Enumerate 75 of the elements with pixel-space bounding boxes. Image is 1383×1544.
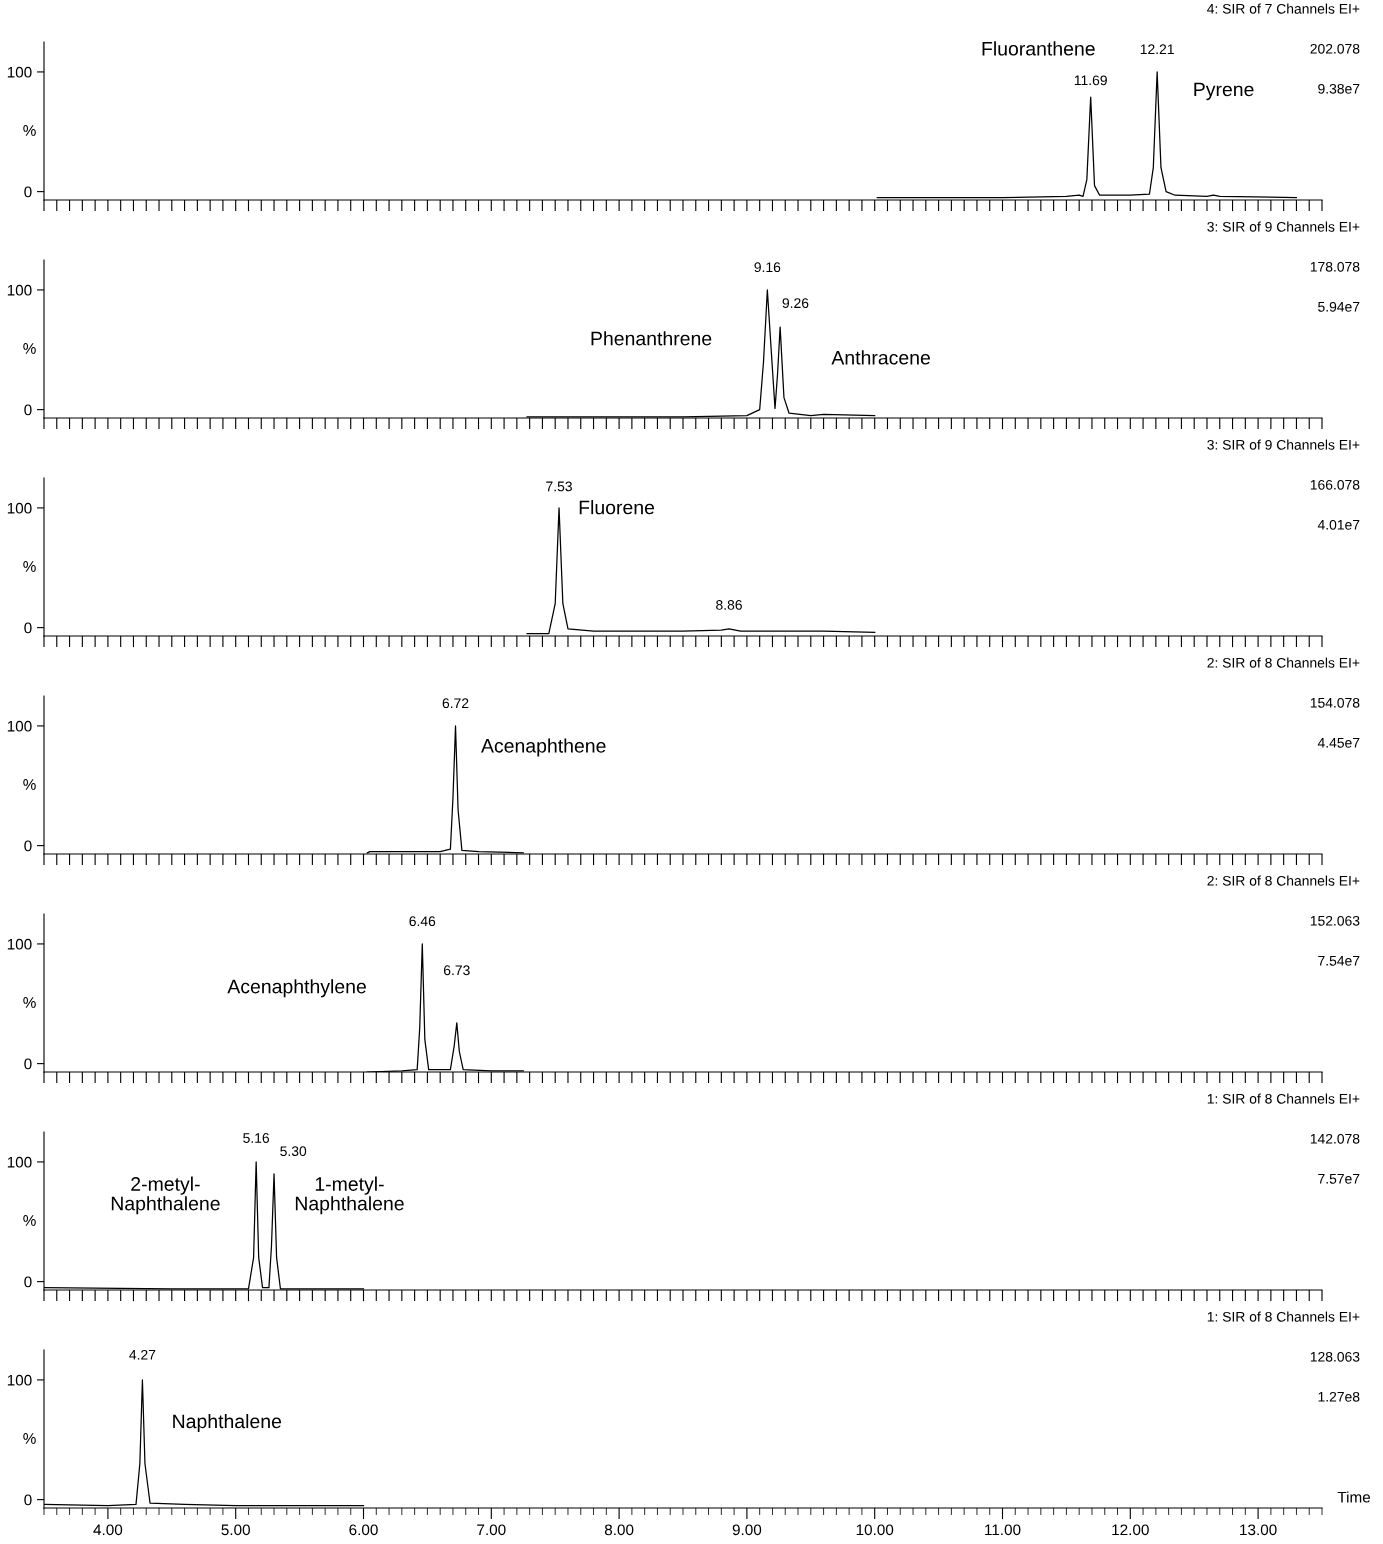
y-axis-title: % xyxy=(23,1215,36,1226)
text: 4: SIR of 7 Channels EI+ xyxy=(1207,3,1360,14)
annotation: 4.27 xyxy=(129,1349,156,1360)
annotation: 11.69 xyxy=(1074,75,1107,86)
y-axis-title: % xyxy=(23,561,36,572)
x-axis-title: Time xyxy=(1337,1491,1371,1503)
y-tick-label: 100 xyxy=(7,938,32,950)
annotation: 9.26 xyxy=(782,298,809,309)
annotation: Anthracene xyxy=(831,350,930,365)
text: 1: SIR of 8 Channels EI+ xyxy=(1207,1311,1360,1322)
y-tick-label: 0 xyxy=(24,1058,32,1070)
annotation: 202.078 xyxy=(1310,43,1360,54)
annotation: 8.86 xyxy=(716,599,742,610)
x-tick-label: 10.00 xyxy=(856,1524,894,1536)
y-tick-label: 100 xyxy=(7,1156,32,1168)
x-tick-label: 11.00 xyxy=(985,1524,1021,1536)
annotation: 7.53 xyxy=(546,481,572,492)
annotation: 7.54e7 xyxy=(1318,956,1360,966)
x-tick-label: 8.00 xyxy=(604,1524,634,1536)
annotation: 1-metyl- Naphthalene xyxy=(295,1176,404,1215)
y-tick-label: 100 xyxy=(7,1374,32,1386)
annotation: 5.94e7 xyxy=(1318,301,1360,312)
annotation: 12.21 xyxy=(1140,44,1174,54)
y-axis-title: % xyxy=(23,779,36,790)
text: 3: SIR of 9 Channels EI+ xyxy=(1207,221,1360,232)
annotation: Phenanthrene xyxy=(591,331,712,346)
annotation: 5.16 xyxy=(243,1133,270,1143)
y-tick-label: 0 xyxy=(24,186,32,198)
annotation: 6.72 xyxy=(442,698,469,709)
x-tick-label: 5.00 xyxy=(221,1524,250,1536)
annotation: 9.16 xyxy=(754,262,781,273)
x-tick-label: 4.00 xyxy=(93,1524,123,1536)
y-tick-label: 100 xyxy=(7,66,32,78)
annotation: Acenaphthylene xyxy=(227,979,366,998)
y-tick-label: 100 xyxy=(7,502,32,514)
text: 1: SIR of 8 Channels EI+ xyxy=(1207,1093,1360,1104)
annotation: 128.063 xyxy=(1310,1351,1360,1362)
annotation: Fluoranthene xyxy=(982,41,1095,56)
y-tick-label: 0 xyxy=(24,1494,32,1506)
annotation: 152.063 xyxy=(1310,915,1360,926)
x-tick-label: 9.00 xyxy=(732,1524,762,1536)
annotation: 1.27e8 xyxy=(1318,1391,1360,1402)
annotation: 142.078 xyxy=(1310,1133,1360,1144)
x-tick-label: 12.00 xyxy=(1112,1524,1149,1536)
annotation: 6.46 xyxy=(409,916,436,927)
annotation: Naphthalene xyxy=(173,1413,282,1433)
annotation: 4.01e7 xyxy=(1317,519,1360,530)
y-axis-title: % xyxy=(23,997,36,1008)
annotation: 4.45e7 xyxy=(1317,738,1360,748)
y-axis-title: % xyxy=(23,343,36,354)
annotation: 9.38e7 xyxy=(1318,83,1360,94)
annotation: 178.078 xyxy=(1310,261,1360,272)
annotation: 2-metyl- Naphthalene xyxy=(111,1176,220,1215)
annotation: Acenaphthene xyxy=(481,738,606,757)
y-axis-title: % xyxy=(23,125,36,136)
x-tick-label: 13.00 xyxy=(1240,1524,1277,1536)
y-tick-label: 0 xyxy=(24,404,32,416)
y-tick-label: 0 xyxy=(24,840,32,852)
y-axis-title: % xyxy=(23,1433,36,1444)
annotation: 166.078 xyxy=(1310,479,1360,490)
text: 2: SIR of 8 Channels EI+ xyxy=(1207,875,1360,886)
text: 2: SIR of 8 Channels EI+ xyxy=(1207,657,1360,668)
y-tick-label: 0 xyxy=(24,1276,32,1288)
annotation: 154.078 xyxy=(1310,697,1360,708)
x-tick-label: 7.00 xyxy=(477,1524,506,1536)
text: 3: SIR of 9 Channels EI+ xyxy=(1207,439,1360,450)
annotation: 5.30 xyxy=(280,1146,307,1157)
y-tick-label: 0 xyxy=(24,622,32,634)
y-tick-label: 100 xyxy=(7,284,32,296)
x-tick-label: 6.00 xyxy=(349,1524,378,1536)
y-tick-label: 100 xyxy=(7,720,32,732)
annotation: Fluorene xyxy=(579,500,655,515)
annotation: 7.57e7 xyxy=(1318,1174,1360,1184)
annotation: 6.73 xyxy=(443,965,470,976)
annotation: Pyrene xyxy=(1194,82,1254,101)
